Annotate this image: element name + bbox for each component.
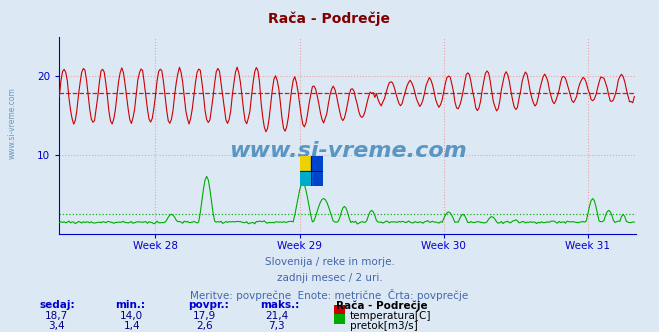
Text: 1,4: 1,4 <box>123 321 140 331</box>
Text: pretok[m3/s]: pretok[m3/s] <box>350 321 418 331</box>
Text: www.si-vreme.com: www.si-vreme.com <box>229 141 467 161</box>
Text: 14,0: 14,0 <box>120 311 144 321</box>
Text: zadnji mesec / 2 uri.: zadnji mesec / 2 uri. <box>277 273 382 283</box>
Text: 7,3: 7,3 <box>268 321 285 331</box>
Text: min.:: min.: <box>115 300 146 310</box>
Text: www.si-vreme.com: www.si-vreme.com <box>8 87 17 159</box>
Bar <box>300 156 312 171</box>
Bar <box>312 156 323 171</box>
Text: Rača - Podrečje: Rača - Podrečje <box>336 300 428 311</box>
Text: 2,6: 2,6 <box>196 321 213 331</box>
Text: 3,4: 3,4 <box>47 321 65 331</box>
Text: Rača - Podrečje: Rača - Podrečje <box>268 12 391 26</box>
Text: maks.:: maks.: <box>260 300 300 310</box>
Text: 21,4: 21,4 <box>265 311 289 321</box>
Text: 17,9: 17,9 <box>192 311 216 321</box>
Text: Slovenija / reke in morje.: Slovenija / reke in morje. <box>264 257 395 267</box>
Text: povpr.:: povpr.: <box>188 300 229 310</box>
Text: sedaj:: sedaj: <box>40 300 75 310</box>
Text: temperatura[C]: temperatura[C] <box>350 311 432 321</box>
Text: Meritve: povprečne  Enote: metrične  Črta: povprečje: Meritve: povprečne Enote: metrične Črta:… <box>190 289 469 301</box>
Text: 18,7: 18,7 <box>44 311 68 321</box>
Bar <box>312 171 323 186</box>
Bar <box>300 171 312 186</box>
